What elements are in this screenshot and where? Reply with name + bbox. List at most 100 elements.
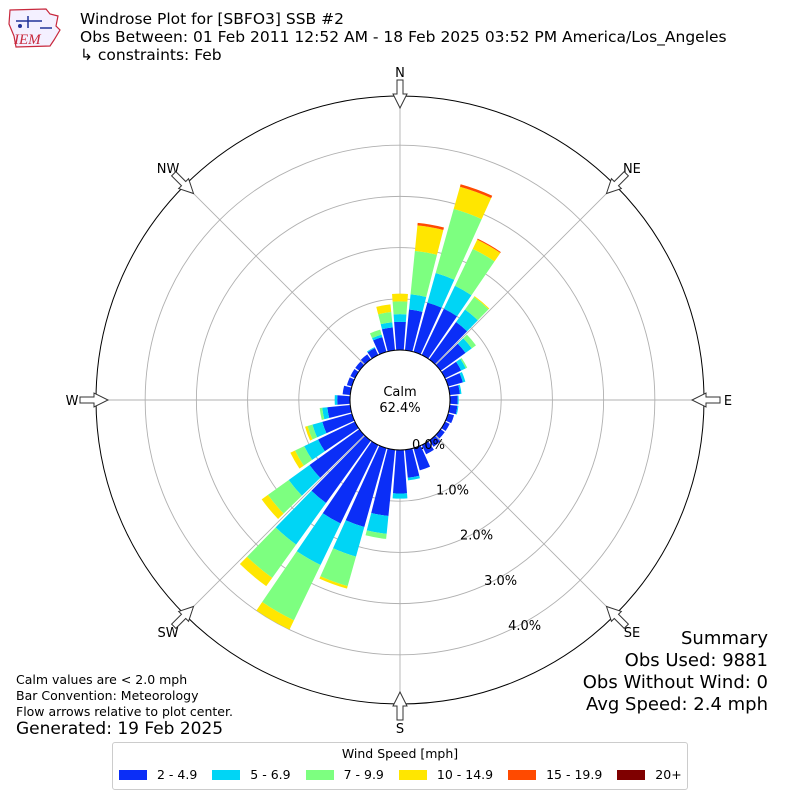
flow-arrow-icon-180 <box>392 690 408 721</box>
bar-dir350-bin3 <box>376 304 392 315</box>
bar-dir170-bin0 <box>404 448 420 478</box>
legend-title: Wind Speed [mph] <box>341 746 459 761</box>
legend-item-2: 7 - 9.9 <box>305 767 384 782</box>
iem-logo: IEM <box>8 8 61 48</box>
grid-spoke-225 <box>184 435 365 616</box>
bar-dir120-bin0 <box>441 421 450 432</box>
calm-value: 62.4% <box>379 401 420 416</box>
polar-grid <box>96 96 704 704</box>
bar-dir60-bin0 <box>441 361 462 379</box>
bar-dir190-bin1 <box>366 512 389 534</box>
flow-arrows-note: Flow arrows relative to plot center. <box>16 704 233 719</box>
legend-swatch-5 <box>617 769 646 780</box>
bar-dir340-bin0 <box>373 337 387 355</box>
direction-label-N: N <box>395 66 405 81</box>
plot-overlay: Calm62.4%0.0%1.0%2.0%3.0%4.0%NNEESESSWWN… <box>66 66 733 737</box>
bar-dir250-bin3 <box>305 426 313 441</box>
bar-dir350-bin0 <box>381 327 396 352</box>
bar-dir260-bin2 <box>319 407 325 420</box>
calm-label: Calm <box>383 385 416 400</box>
flow-arrow-icon-90 <box>690 392 721 408</box>
bar-dir250-bin1 <box>312 421 327 438</box>
bar-dir0-bin0 <box>394 321 406 351</box>
bar-dir190-bin2 <box>365 530 387 539</box>
bar-dir30-bin2 <box>454 248 495 296</box>
flow-arrow-icon-270 <box>79 392 110 408</box>
flow-arrow-icon-225 <box>170 605 195 630</box>
legend-item-4: 15 - 19.9 <box>508 767 602 782</box>
bar-dir280-bin0 <box>342 385 352 396</box>
bar-dir40-bin3 <box>474 296 490 310</box>
bar-convention: Bar Convention: Meteorology <box>16 688 199 703</box>
bar-dir30-bin4 <box>477 238 501 253</box>
bar-dir210-bin0 <box>322 441 379 524</box>
bar-dir350-bin1 <box>380 322 393 330</box>
bar-dir10-bin2 <box>410 250 438 297</box>
bar-dir0-bin1 <box>393 314 407 323</box>
calm-circle <box>349 349 451 451</box>
direction-label-NE: NE <box>623 162 641 177</box>
bar-dir20-bin4 <box>459 184 493 199</box>
bar-dir100-bin1 <box>455 405 459 415</box>
calm-definition: Calm values are < 2.0 mph <box>16 672 188 687</box>
bar-dir0-bin2 <box>392 301 408 315</box>
bar-dir240-bin0 <box>318 421 359 452</box>
bar-dir170-bin1 <box>407 475 420 481</box>
legend-label-3: 10 - 14.9 <box>436 767 494 782</box>
legend-item-3: 10 - 14.9 <box>398 767 494 782</box>
bar-dir340-bin1 <box>372 334 383 341</box>
flow-arrow-icon-315 <box>170 170 195 195</box>
bar-dir30-bin3 <box>472 239 501 262</box>
bar-dir50-bin1 <box>457 338 472 353</box>
bar-dir240-bin2 <box>294 446 313 466</box>
bar-dir330-bin1 <box>366 347 375 353</box>
bar-dir10-bin4 <box>417 222 444 230</box>
bar-dir220-bin2 <box>247 527 297 578</box>
direction-label-SW: SW <box>158 626 179 641</box>
grid-spoke-45 <box>435 184 616 365</box>
bar-dir230-bin2 <box>267 479 302 514</box>
bar-dir150-bin0 <box>421 441 434 455</box>
bar-dir250-bin2 <box>307 424 318 440</box>
bar-dir200-bin1 <box>333 520 365 557</box>
bar-dir70-bin0 <box>445 373 463 387</box>
bar-dir80-bin0 <box>448 385 460 396</box>
bar-dir250-bin0 <box>322 413 355 434</box>
bar-dir190-bin0 <box>371 448 396 516</box>
flow-arrow-icon-0 <box>392 79 408 110</box>
bar-dir0-bin3 <box>392 293 408 302</box>
bar-dir300-bin0 <box>350 368 359 379</box>
bar-dir40-bin1 <box>456 309 478 332</box>
direction-label-SE: SE <box>624 626 640 641</box>
notes: Calm values are < 2.0 mph Bar Convention… <box>16 672 233 720</box>
windrose-bars <box>239 184 501 630</box>
bar-dir350-bin2 <box>378 312 393 325</box>
flow-arrow-icon-135 <box>605 605 630 630</box>
bar-dir20-bin2 <box>435 208 482 280</box>
bar-dir20-bin0 <box>413 302 442 355</box>
legend-items: 2 - 4.9 5 - 6.9 7 - 9.9 10 - 14.9 15 - 19.9 2… <box>119 767 697 782</box>
radial-tick-label-0: 0.0% <box>412 438 445 453</box>
legend-swatch-3 <box>398 769 427 780</box>
legend-label-0: 2 - 4.9 <box>157 767 198 782</box>
bar-dir180-bin1 <box>392 493 408 499</box>
bar-dir90-bin1 <box>457 395 459 405</box>
bar-dir210-bin3 <box>256 602 294 630</box>
bar-dir90-bin0 <box>449 395 458 405</box>
bar-dir50-bin2 <box>463 334 476 349</box>
bar-dir30-bin0 <box>421 308 458 359</box>
title-block: Windrose Plot for [SBFO3] SSB #2 Obs Bet… <box>80 10 727 64</box>
bar-dir10-bin3 <box>414 225 444 255</box>
summary-heading: Summary <box>681 628 768 649</box>
bar-dir180-bin0 <box>392 449 408 494</box>
bar-dir320-bin0 <box>360 354 371 365</box>
bar-dir130-bin0 <box>435 429 445 439</box>
legend-label-4: 15 - 19.9 <box>546 767 603 782</box>
bar-dir230-bin3 <box>261 494 284 519</box>
legend-swatch-2 <box>305 769 334 780</box>
bar-dir230-bin0 <box>309 429 365 478</box>
bar-dir20-bin3 <box>453 186 492 220</box>
bar-dir240-bin1 <box>304 439 325 460</box>
bar-dir40-bin0 <box>429 321 468 365</box>
